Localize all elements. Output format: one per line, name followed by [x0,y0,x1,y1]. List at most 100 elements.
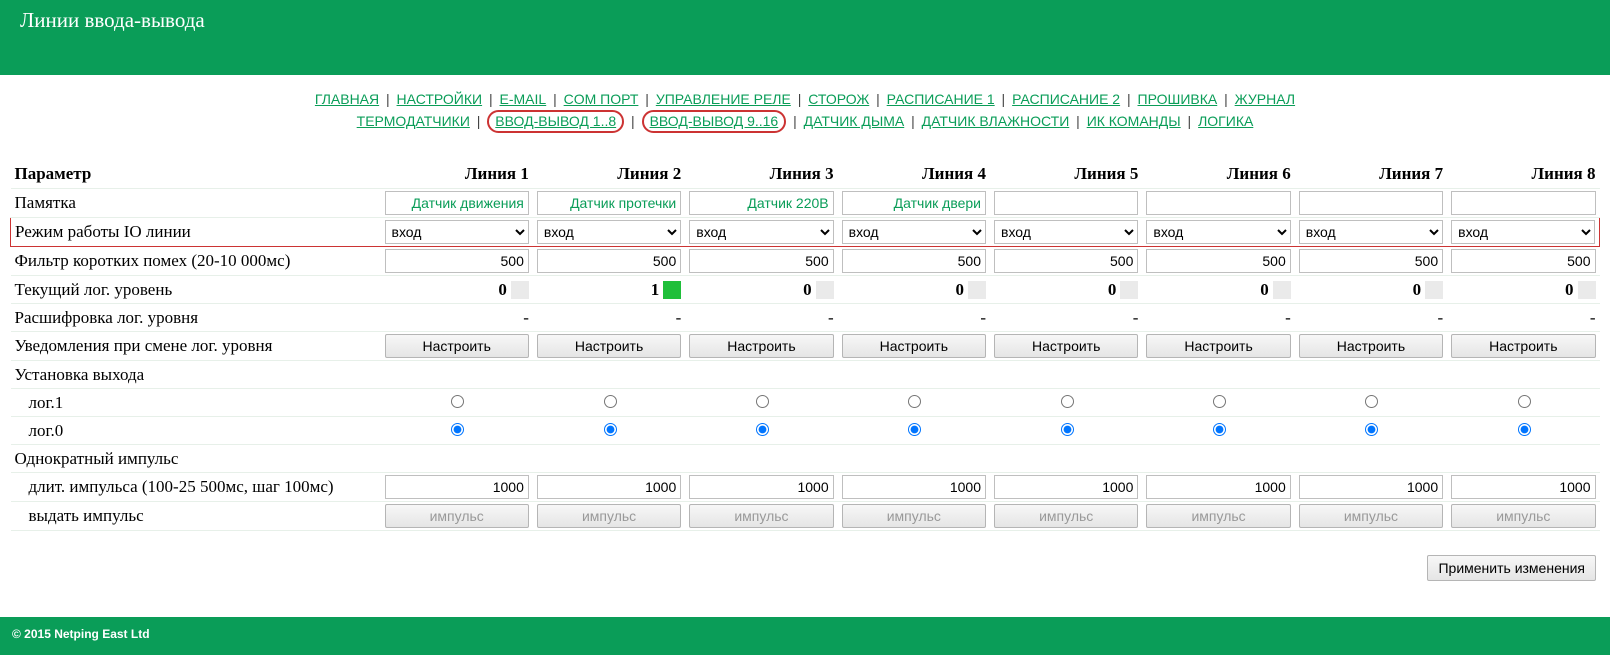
nav-link[interactable]: ЛОГИКА [1198,113,1253,129]
table-header-row: Параметр Линия 1 Линия 2 Линия 3 Линия 4… [11,161,1600,189]
col-header: Линия 3 [685,161,837,189]
line-cell [1142,473,1294,502]
memo-input[interactable] [1451,191,1595,215]
emit-pulse-button[interactable]: импульс [842,504,986,528]
filter-input[interactable] [385,249,529,273]
nav-link[interactable]: COM ПОРТ [564,91,639,107]
nav-separator: | [624,113,641,129]
param-label: Расшифровка лог. уровня [11,304,381,332]
filter-input[interactable] [1299,249,1443,273]
pulse-duration-input[interactable] [537,475,681,499]
line-cell [685,389,837,417]
filter-input[interactable] [537,249,681,273]
configure-button[interactable]: Настроить [385,334,529,358]
logic-0-radio[interactable] [1365,423,1378,436]
logic-1-radio[interactable] [1518,395,1531,408]
logic-0-radio[interactable] [1061,423,1074,436]
emit-pulse-button[interactable]: импульс [537,504,681,528]
logic-0-radio[interactable] [756,423,769,436]
mode-select[interactable]: вход [842,220,986,244]
param-label: лог.0 [11,417,381,445]
configure-button[interactable]: Настроить [1451,334,1595,358]
logic-0-radio[interactable] [451,423,464,436]
memo-input[interactable] [537,191,681,215]
logic-level-indicator [968,281,986,299]
pulse-duration-input[interactable] [1299,475,1443,499]
nav-separator: | [379,91,396,107]
pulse-duration-input[interactable] [1451,475,1595,499]
mode-select[interactable]: вход [689,220,833,244]
memo-input[interactable] [385,191,529,215]
configure-button[interactable]: Настроить [537,334,681,358]
memo-input[interactable] [842,191,986,215]
nav-separator: | [546,91,563,107]
pulse-duration-input[interactable] [842,475,986,499]
emit-pulse-button[interactable]: импульс [1146,504,1290,528]
line-cell [1447,473,1599,502]
nav-link[interactable]: УПРАВЛЕНИЕ РЕЛЕ [656,91,791,107]
line-cell: - [1142,304,1294,332]
logic-1-radio[interactable] [908,395,921,408]
emit-pulse-button[interactable]: импульс [385,504,529,528]
nav-link[interactable]: E-MAIL [500,91,547,107]
apply-wrap: Применить изменения [0,531,1610,617]
logic-1-radio[interactable] [1213,395,1226,408]
logic-0-radio[interactable] [604,423,617,436]
line-cell [1142,189,1294,218]
nav-link[interactable]: ИК КОМАНДЫ [1087,113,1181,129]
configure-button[interactable]: Настроить [689,334,833,358]
logic-1-radio[interactable] [756,395,769,408]
mode-select[interactable]: вход [994,220,1138,244]
filter-input[interactable] [1451,249,1595,273]
configure-button[interactable]: Настроить [1299,334,1443,358]
logic-0-radio[interactable] [908,423,921,436]
pulse-duration-input[interactable] [994,475,1138,499]
configure-button[interactable]: Настроить [994,334,1138,358]
filter-input[interactable] [689,249,833,273]
pulse-duration-input[interactable] [385,475,529,499]
logic-1-radio[interactable] [451,395,464,408]
nav-link[interactable]: ДАТЧИК ВЛАЖНОСТИ [922,113,1070,129]
nav-link[interactable]: ЖУРНАЛ [1235,91,1295,107]
configure-button[interactable]: Настроить [842,334,986,358]
memo-input[interactable] [1146,191,1290,215]
memo-input[interactable] [689,191,833,215]
pulse-duration-input[interactable] [689,475,833,499]
mode-select[interactable]: вход [1451,220,1595,244]
logic-0-radio[interactable] [1213,423,1226,436]
mode-select[interactable]: вход [537,220,681,244]
filter-input[interactable] [842,249,986,273]
memo-input[interactable] [1299,191,1443,215]
nav-link[interactable]: ПРОШИВКА [1138,91,1218,107]
memo-input[interactable] [994,191,1138,215]
nav-link[interactable]: РАСПИСАНИЕ 1 [887,91,995,107]
apply-changes-button[interactable]: Применить изменения [1427,555,1596,581]
mode-select[interactable]: вход [385,220,529,244]
nav-link[interactable]: ДАТЧИК ДЫМА [804,113,905,129]
param-label: Однократный импульс [11,445,381,473]
logic-1-radio[interactable] [1365,395,1378,408]
pulse-duration-input[interactable] [1146,475,1290,499]
nav-link[interactable]: СТОРОЖ [808,91,869,107]
logic-level-indicator [663,281,681,299]
emit-pulse-button[interactable]: импульс [994,504,1138,528]
emit-pulse-button[interactable]: импульс [1451,504,1595,528]
mode-select[interactable]: вход [1146,220,1290,244]
logic-1-radio[interactable] [604,395,617,408]
nav-link[interactable]: ВВОД-ВЫВОД 1..8 [495,113,616,129]
logic-1-radio[interactable] [1061,395,1074,408]
filter-input[interactable] [1146,249,1290,273]
nav-link[interactable]: РАСПИСАНИЕ 2 [1012,91,1120,107]
configure-button[interactable]: Настроить [1146,334,1290,358]
emit-pulse-button[interactable]: импульс [1299,504,1443,528]
mode-select[interactable]: вход [1299,220,1443,244]
col-header: Линия 1 [381,161,533,189]
logic-0-radio[interactable] [1518,423,1531,436]
col-header: Линия 8 [1447,161,1599,189]
nav-link[interactable]: ГЛАВНАЯ [315,91,379,107]
nav-link[interactable]: НАСТРОЙКИ [397,91,483,107]
nav-link[interactable]: ВВОД-ВЫВОД 9..16 [650,113,779,129]
nav-link[interactable]: ТЕРМОДАТЧИКИ [357,113,470,129]
filter-input[interactable] [994,249,1138,273]
emit-pulse-button[interactable]: импульс [689,504,833,528]
